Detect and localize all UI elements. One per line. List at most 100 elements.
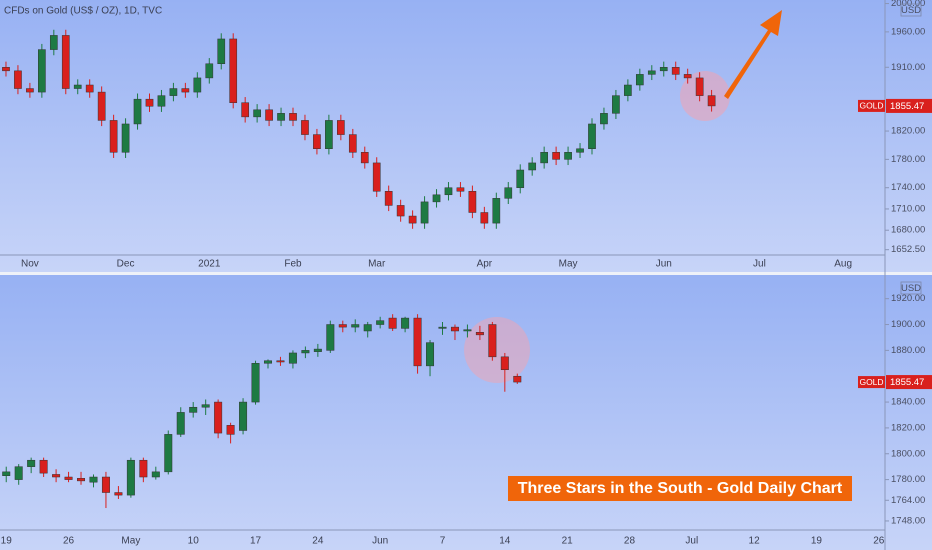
x-tick-label: Dec — [117, 259, 135, 270]
candle-body — [133, 98, 142, 125]
annotation: Three Stars in the South - Gold Daily Ch… — [518, 480, 843, 497]
price-tag — [886, 98, 932, 113]
candle-body — [695, 77, 704, 96]
candle-body — [264, 360, 272, 364]
x-tick-label: 19 — [1, 536, 13, 547]
x-tick-label: Jun — [656, 259, 672, 270]
candle-body — [564, 152, 572, 160]
x-tick-label: 2021 — [198, 259, 221, 270]
y-tick-label: 1820.00 — [891, 422, 925, 433]
candle-body — [500, 356, 509, 371]
candle-body — [2, 67, 10, 72]
panel-separator — [0, 272, 932, 275]
x-tick-label: 10 — [188, 536, 200, 547]
candle-body — [488, 324, 497, 358]
candle-body — [463, 329, 472, 332]
y-tick-label: 1748.00 — [891, 515, 925, 526]
candle-body — [38, 49, 46, 93]
y-tick-label: 1780.00 — [891, 474, 925, 485]
y-tick-label: 1710.00 — [891, 203, 925, 214]
price-tag — [886, 375, 932, 390]
candle-body — [513, 375, 522, 383]
candle-body — [612, 95, 620, 114]
y-tick-label: 1920.00 — [891, 293, 925, 304]
candle-body — [360, 152, 369, 164]
candle-body — [288, 352, 297, 364]
candle-body — [456, 187, 465, 192]
candle-body — [588, 123, 596, 150]
x-tick-label: Jul — [753, 259, 766, 270]
candle-body — [64, 476, 73, 480]
candle-body — [241, 102, 250, 118]
candle-body — [265, 109, 273, 121]
candle-body — [376, 320, 385, 325]
x-tick-label: 12 — [749, 536, 761, 547]
chart-title: CFDs on Gold (US$ / OZ), 1D, TVC — [4, 6, 162, 17]
candle-body — [338, 324, 347, 328]
candle-body — [337, 120, 345, 135]
candle-body — [372, 162, 381, 192]
candle-body — [348, 134, 357, 153]
candle-body — [408, 215, 417, 224]
candle-body — [193, 77, 202, 93]
candle-body — [214, 401, 223, 434]
y-tick-label: 1764.00 — [891, 495, 925, 506]
candle-body — [85, 84, 94, 93]
y-tick-label: 1880.00 — [891, 345, 925, 356]
candle-body — [671, 67, 680, 75]
x-tick-label: Jul — [685, 536, 698, 547]
y-tick-label: 1800.00 — [891, 448, 925, 459]
candle-body — [157, 95, 166, 107]
x-tick-label: 19 — [811, 536, 823, 547]
candle-body — [109, 120, 118, 153]
x-tick-label: 14 — [499, 536, 511, 547]
candle-body — [145, 98, 154, 107]
candle-body — [301, 120, 309, 135]
x-tick-label: Feb — [284, 259, 302, 270]
symbol: GOLD — [859, 377, 883, 387]
candle-body — [176, 412, 185, 435]
candle-body — [164, 434, 173, 473]
candle-body — [707, 95, 716, 107]
currency: USD — [901, 5, 921, 16]
candle-body — [277, 113, 285, 121]
candle-body — [351, 324, 360, 328]
candle-body — [420, 201, 429, 224]
x-tick-label: Apr — [477, 259, 493, 270]
candle-body — [468, 191, 477, 213]
x-tick-label: 24 — [312, 536, 324, 547]
symbol-tag — [858, 376, 885, 389]
y-tick-label: 1820.00 — [891, 126, 925, 137]
candle-body — [169, 88, 178, 96]
candle-body — [253, 109, 261, 118]
candle-body — [313, 134, 321, 149]
candle-body — [14, 466, 23, 480]
y-tick-label: 1652.50 — [891, 244, 925, 255]
y-tick-label: 1900.00 — [891, 319, 925, 330]
candle-body — [363, 324, 372, 332]
candle-body — [492, 198, 501, 224]
candle-body — [139, 459, 148, 478]
candle-body — [388, 317, 397, 329]
candle-body — [181, 88, 190, 93]
candle-body — [426, 342, 435, 367]
x-tick-label: 21 — [562, 536, 574, 547]
candle-body — [73, 84, 82, 89]
currency-box — [900, 3, 922, 17]
candle-body — [77, 478, 86, 482]
candle-body — [14, 70, 22, 89]
x-tick-label: 26 — [873, 536, 885, 547]
candle-body — [413, 317, 422, 367]
candle-body — [114, 492, 123, 496]
trend-arrow — [724, 10, 782, 99]
last-price: 1855.47 — [890, 101, 924, 112]
candle-body — [229, 38, 238, 103]
x-tick-label: 28 — [624, 536, 636, 547]
symbol-tag — [858, 99, 885, 112]
candle-body — [516, 169, 525, 188]
y-tick-label: 1960.00 — [891, 26, 925, 37]
candle-body — [647, 70, 656, 75]
candle-body — [39, 459, 48, 474]
candle-body — [313, 348, 322, 352]
